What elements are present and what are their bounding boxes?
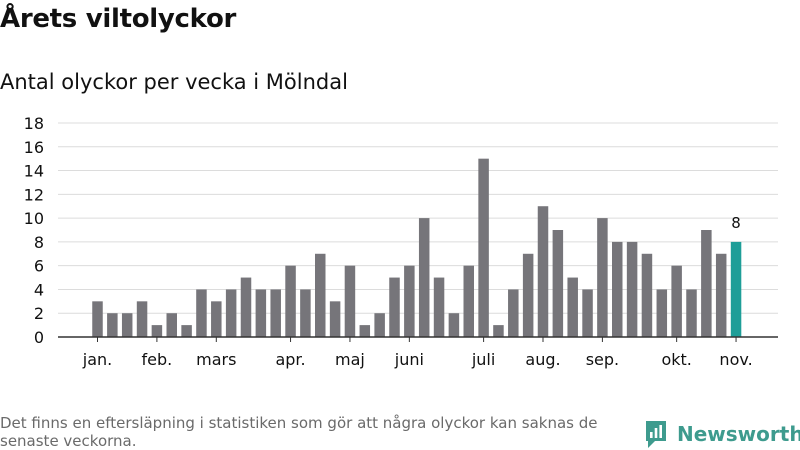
bar-chart: 0 2 4 6 8 10 12 14 16 18 8 jan. feb. mars apr. maj juni j… — [24, 114, 778, 369]
y-tick-label: 10 — [24, 209, 44, 228]
bar — [582, 289, 593, 337]
bar — [181, 325, 192, 337]
bar — [404, 265, 415, 337]
bar — [641, 253, 653, 337]
bar — [329, 301, 341, 337]
y-tick-label: 18 — [24, 114, 44, 133]
bar — [121, 313, 133, 337]
x-tick-label: juni — [394, 350, 424, 369]
y-tick-label: 0 — [34, 328, 44, 347]
bar — [92, 301, 103, 337]
x-tick-label: jan. — [82, 350, 112, 369]
x-tick-label: aug. — [525, 350, 560, 369]
bar — [285, 265, 296, 337]
y-tick-label: 6 — [34, 257, 44, 276]
bar — [344, 265, 356, 337]
x-tick-label: sep. — [586, 350, 619, 369]
bar — [463, 265, 474, 337]
bar — [537, 206, 549, 337]
bar — [612, 241, 623, 337]
bar — [493, 325, 504, 337]
highlighted-bar — [730, 241, 742, 337]
x-tick-label: maj — [335, 350, 365, 369]
bar — [656, 289, 668, 337]
bar — [686, 289, 697, 337]
x-tick-label: nov. — [719, 350, 752, 369]
bar — [715, 253, 727, 337]
bar — [522, 253, 534, 337]
bar — [255, 289, 267, 337]
bar — [374, 313, 385, 337]
bar — [225, 289, 237, 337]
newsworthy-logo[interactable]: Newsworthy — [644, 418, 800, 450]
bar — [270, 289, 281, 337]
brand-name: Newsworthy — [677, 422, 800, 446]
chart-subtitle: Antal olyckor per vecka i Mölndal — [0, 70, 348, 94]
y-tick-label: 8 — [34, 233, 44, 252]
bar — [300, 289, 311, 337]
highlight-value-label: 8 — [731, 214, 741, 232]
bar — [701, 230, 712, 337]
bar — [151, 325, 163, 337]
footnote: Det finns en eftersläpning i statistiken… — [0, 414, 598, 450]
y-tick-label: 14 — [24, 162, 44, 181]
bar — [626, 241, 638, 337]
bar — [107, 313, 118, 337]
bar — [448, 313, 460, 337]
x-tick-label: mars — [196, 350, 236, 369]
chart-title: Årets viltolyckor — [0, 4, 237, 34]
bar — [211, 301, 222, 337]
bar — [508, 289, 519, 337]
y-tick-label: 4 — [34, 280, 44, 299]
y-tick-label: 16 — [24, 138, 44, 157]
bar — [552, 230, 564, 337]
bar — [418, 218, 430, 337]
bar — [196, 289, 207, 337]
x-tick-label: okt. — [661, 350, 691, 369]
bar — [597, 218, 608, 337]
x-tick-label: apr. — [275, 350, 305, 369]
bar — [315, 253, 326, 337]
x-tick-label: feb. — [142, 350, 173, 369]
x-tick-label: juli — [471, 350, 495, 369]
bar — [567, 277, 578, 337]
bar — [359, 325, 371, 337]
bar — [389, 277, 400, 337]
y-tick-label: 12 — [24, 185, 44, 204]
bar — [136, 301, 148, 337]
bar — [166, 313, 177, 337]
bar — [478, 158, 489, 337]
bar — [433, 277, 445, 337]
y-tick-label: 2 — [34, 304, 44, 323]
bar-chart-logo-icon — [646, 421, 666, 448]
bar — [240, 277, 252, 337]
bar — [671, 265, 682, 337]
